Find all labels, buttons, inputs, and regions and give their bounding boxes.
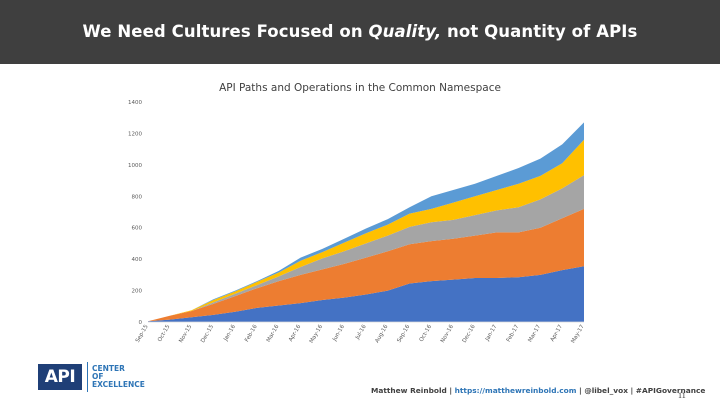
logo-text-line3: EXCELLENCE [92,380,145,389]
x-tick-label: Dec-15 [200,324,215,344]
footer-credit: Matthew Reinbold | https://matthewreinbo… [371,386,705,395]
y-tick-label: 1400 [128,100,142,106]
x-tick-label: Nov-15 [178,324,193,344]
area-series-2 [148,208,584,322]
x-tick-label: Sep-16 [396,324,411,344]
logo-divider [87,362,88,392]
x-tick-label: Jan-17 [484,324,499,343]
logo-text-line2: OF [92,372,104,381]
x-tick-label: Oct-16 [419,324,434,343]
x-tick-label: Sep-15 [135,324,150,344]
logo-mark: API [38,364,82,390]
footer-author: Matthew Reinbold | [371,386,455,395]
x-tick-label: May-16 [309,324,325,345]
slide-title-emphasis: Quality, [368,21,442,41]
x-tick-label: Apr-16 [288,324,303,343]
y-tick-label: 0 [139,320,143,326]
chart-title: API Paths and Operations in the Common N… [219,82,501,94]
api-coe-logo: API CENTER OF EXCELLENCE [38,362,145,392]
logo-text: CENTER OF EXCELLENCE [92,365,145,389]
area-series-3 [148,175,584,322]
y-tick-label: 1200 [128,131,142,137]
logo-text-line1: CENTER [92,364,125,373]
x-tick-label: Dec-16 [462,324,477,344]
x-tick-label: Aug-16 [374,324,389,345]
page-number: 11 [678,391,686,400]
x-tick-label: Apr-17 [550,324,565,343]
slide-header: We Need Cultures Focused on Quality, not… [0,0,720,64]
y-tick-label: 800 [132,194,143,200]
stacked-area-chart: API Paths and Operations in the Common N… [128,82,586,345]
slide-title-suffix: not Quantity of APIs [441,21,638,41]
footer-link[interactable]: https://matthewreinbold.com [454,386,577,395]
slide-title-prefix: We Need Cultures Focused on [82,21,369,41]
y-tick-label: 400 [132,257,143,263]
y-tick-label: 1000 [128,163,142,169]
x-tick-label: Oct-15 [157,324,172,343]
x-tick-label: Nov-16 [440,324,455,344]
x-tick-label: Jul-16 [354,324,368,342]
x-tick-label: Mar-16 [266,324,281,344]
y-tick-label: 600 [132,226,143,232]
x-tick-label: Jun-16 [331,324,346,344]
area-series-1 [148,266,584,322]
x-tick-label: Feb-16 [244,324,259,344]
slide-title: We Need Cultures Focused on Quality, not… [83,22,638,41]
x-tick-label: May-17 [570,324,586,345]
footer-handles: | @libel_vox | #APIGovernance [576,386,706,395]
x-tick-label: Feb-17 [506,324,521,344]
x-tick-label: Mar-17 [527,324,542,344]
y-tick-label: 200 [132,289,143,295]
x-tick-label: Jan-16 [223,324,238,343]
